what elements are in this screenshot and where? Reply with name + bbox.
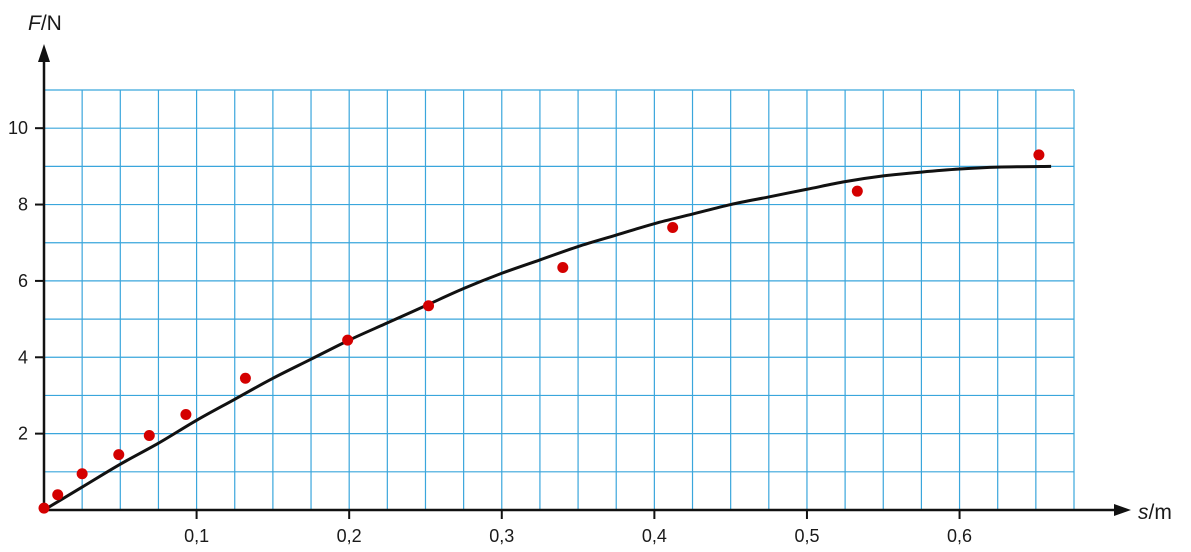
data-point	[143, 430, 155, 442]
tick-labels: 0,1 0,2 0,3 0,4 0,5 0,6 2 4 6 8 10	[8, 118, 972, 546]
axes	[38, 44, 1131, 516]
data-point	[239, 372, 251, 384]
y-tick-label: 4	[18, 347, 28, 367]
data-point	[423, 300, 435, 312]
data-point	[76, 468, 88, 480]
x-tick-label: 0,1	[184, 526, 209, 546]
x-tick-label: 0,6	[947, 526, 972, 546]
x-axis-variable: s	[1138, 501, 1149, 524]
y-axis-arrow-icon	[38, 44, 50, 62]
x-axis-arrow-icon	[1114, 504, 1131, 516]
grid	[44, 89, 1075, 510]
y-tick-label: 6	[18, 271, 28, 291]
data-point	[180, 409, 192, 421]
x-axis-unit: /m	[1149, 501, 1172, 524]
y-tick-label: 10	[8, 118, 28, 138]
fit-curve-layer	[43, 164, 1052, 512]
x-tick-label: 0,3	[489, 526, 514, 546]
data-point	[667, 221, 679, 233]
y-axis-label: F/N	[28, 12, 62, 35]
y-tick-label: 2	[18, 424, 28, 444]
data-point	[52, 489, 64, 501]
x-tick-label: 0,5	[794, 526, 819, 546]
x-tick-label: 0,4	[642, 526, 667, 546]
x-tick-label: 0,2	[337, 526, 362, 546]
data-point	[1033, 149, 1045, 161]
y-axis-unit: /N	[41, 12, 62, 35]
y-axis-variable: F	[28, 12, 42, 35]
data-point	[851, 185, 863, 197]
data-points-layer	[38, 149, 1045, 514]
y-tick-label: 8	[18, 195, 28, 215]
data-point	[557, 262, 569, 274]
x-axis-label: s/m	[1138, 501, 1172, 524]
fit-curve	[43, 164, 1052, 512]
data-point	[113, 449, 125, 461]
data-point	[342, 334, 354, 346]
data-point	[38, 502, 50, 514]
